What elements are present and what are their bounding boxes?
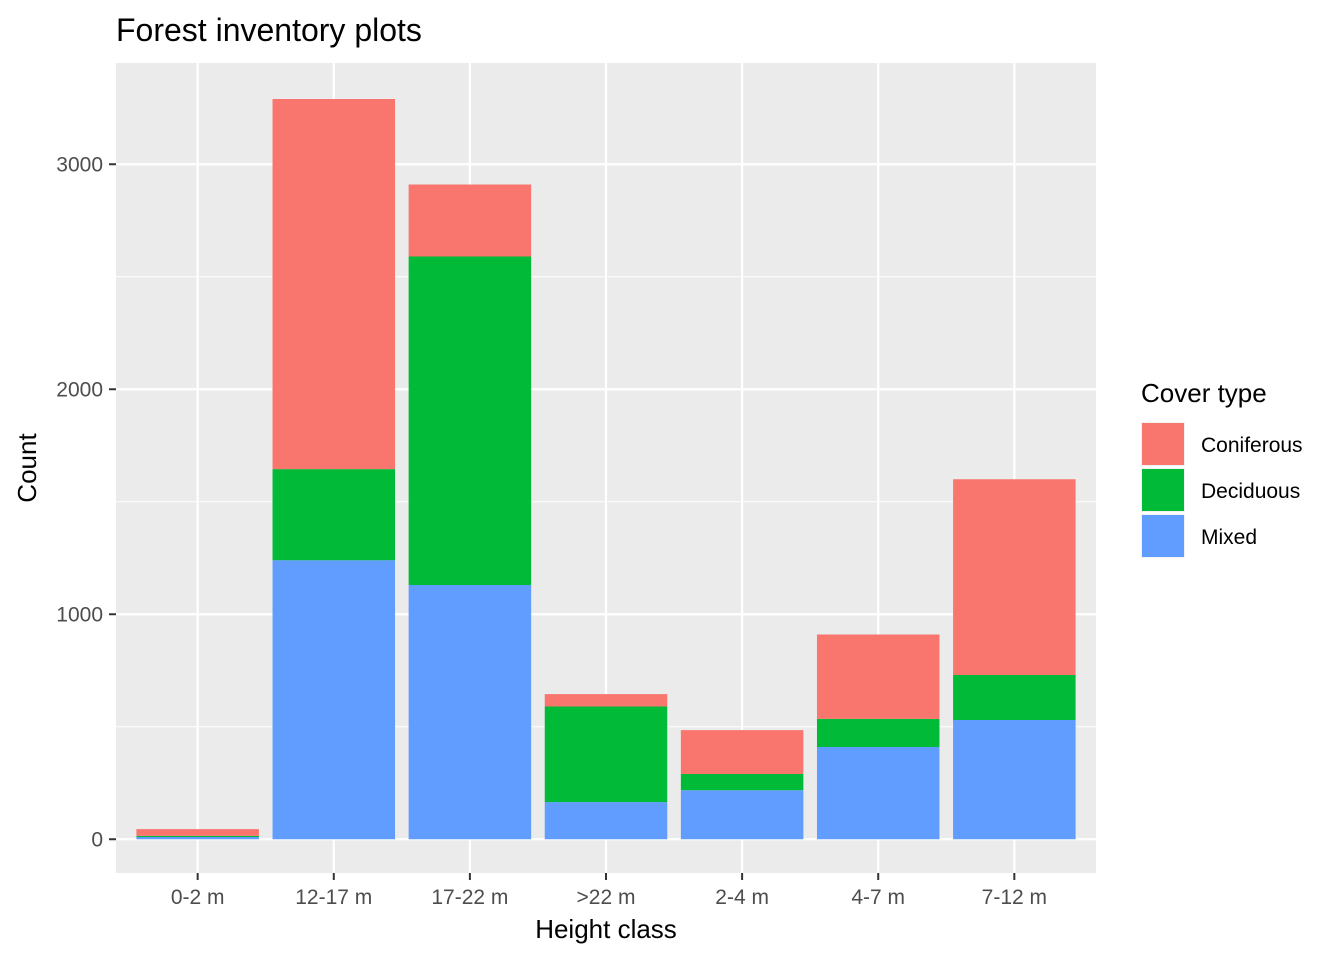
bar-mixed (953, 720, 1076, 840)
bar-mixed (408, 585, 532, 840)
bar-deciduous (953, 675, 1076, 720)
x-tick-label: 4-7 m (851, 886, 905, 909)
x-tick-label: 12-17 m (295, 886, 372, 909)
bar-coniferous (953, 479, 1076, 675)
legend-title: Cover type (1141, 378, 1267, 408)
bar-coniferous (136, 829, 259, 836)
bar-deciduous (272, 469, 396, 561)
legend-label: Mixed (1201, 526, 1257, 549)
bar-mixed (680, 790, 804, 840)
x-axis: 0-2 m 12-17 m 17-22 m >22 m 2-4 m 4-7 m 7-12 m (171, 873, 1047, 909)
x-axis-title: Height class (535, 914, 677, 944)
bar-deciduous (816, 718, 940, 747)
legend-label: Coniferous (1201, 434, 1303, 457)
bar-mixed (816, 747, 940, 840)
y-tick-label: 3000 (56, 153, 103, 176)
legend: Cover type Coniferous Deciduous Mixed (1141, 378, 1303, 558)
y-tick-label: 1000 (56, 603, 103, 626)
y-tick-label: 2000 (56, 378, 103, 401)
x-tick-label: 17-22 m (431, 886, 508, 909)
chart-title: Forest inventory plots (116, 12, 422, 48)
bar-mixed (136, 837, 259, 840)
bar-coniferous (816, 634, 940, 719)
x-tick-label: 2-4 m (715, 886, 769, 909)
x-tick-label: 7-12 m (982, 886, 1047, 909)
legend-items: Coniferous Deciduous Mixed (1141, 422, 1303, 558)
bar-coniferous (544, 694, 668, 707)
bar-deciduous (680, 774, 804, 791)
bar-coniferous (272, 99, 396, 470)
y-axis: 0 1000 2000 3000 (56, 153, 116, 851)
bar-deciduous (408, 256, 532, 585)
bar-mixed (544, 802, 668, 840)
y-tick-label: 0 (91, 828, 103, 851)
bar-mixed (272, 560, 396, 840)
legend-key-coniferous (1142, 423, 1184, 465)
x-tick-label: 0-2 m (171, 886, 225, 909)
y-axis-title: Count (12, 433, 42, 503)
bar-coniferous (408, 184, 532, 257)
bar-deciduous (544, 706, 668, 803)
bar-coniferous (680, 730, 804, 774)
bars (136, 99, 1076, 840)
bar-deciduous (136, 835, 259, 837)
legend-label: Deciduous (1201, 480, 1300, 503)
x-tick-label: >22 m (577, 886, 636, 909)
legend-key-mixed (1142, 515, 1184, 557)
legend-key-deciduous (1142, 469, 1184, 511)
